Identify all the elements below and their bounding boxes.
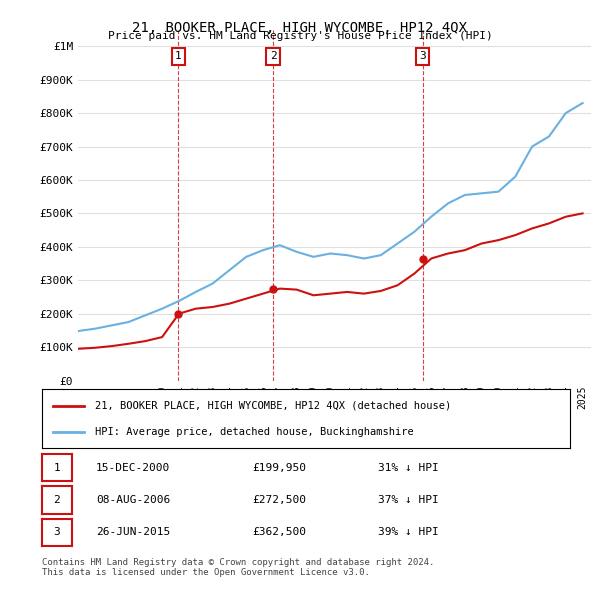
Text: 31% ↓ HPI: 31% ↓ HPI bbox=[378, 463, 439, 473]
Text: 15-DEC-2000: 15-DEC-2000 bbox=[96, 463, 170, 473]
Text: £272,500: £272,500 bbox=[252, 495, 306, 505]
Text: HPI: Average price, detached house, Buckinghamshire: HPI: Average price, detached house, Buck… bbox=[95, 427, 413, 437]
Text: 2: 2 bbox=[270, 51, 277, 61]
Text: 2: 2 bbox=[53, 495, 61, 505]
Text: 3: 3 bbox=[419, 51, 426, 61]
Text: 3: 3 bbox=[53, 527, 61, 537]
Text: £362,500: £362,500 bbox=[252, 527, 306, 537]
Text: 08-AUG-2006: 08-AUG-2006 bbox=[96, 495, 170, 505]
Text: Contains HM Land Registry data © Crown copyright and database right 2024.
This d: Contains HM Land Registry data © Crown c… bbox=[42, 558, 434, 577]
Text: 21, BOOKER PLACE, HIGH WYCOMBE, HP12 4QX: 21, BOOKER PLACE, HIGH WYCOMBE, HP12 4QX bbox=[133, 21, 467, 35]
Text: 26-JUN-2015: 26-JUN-2015 bbox=[96, 527, 170, 537]
Text: £199,950: £199,950 bbox=[252, 463, 306, 473]
Text: 37% ↓ HPI: 37% ↓ HPI bbox=[378, 495, 439, 505]
Text: 39% ↓ HPI: 39% ↓ HPI bbox=[378, 527, 439, 537]
Text: 1: 1 bbox=[53, 463, 61, 473]
Text: 1: 1 bbox=[175, 51, 182, 61]
Text: Price paid vs. HM Land Registry's House Price Index (HPI): Price paid vs. HM Land Registry's House … bbox=[107, 31, 493, 41]
Text: 21, BOOKER PLACE, HIGH WYCOMBE, HP12 4QX (detached house): 21, BOOKER PLACE, HIGH WYCOMBE, HP12 4QX… bbox=[95, 401, 451, 411]
